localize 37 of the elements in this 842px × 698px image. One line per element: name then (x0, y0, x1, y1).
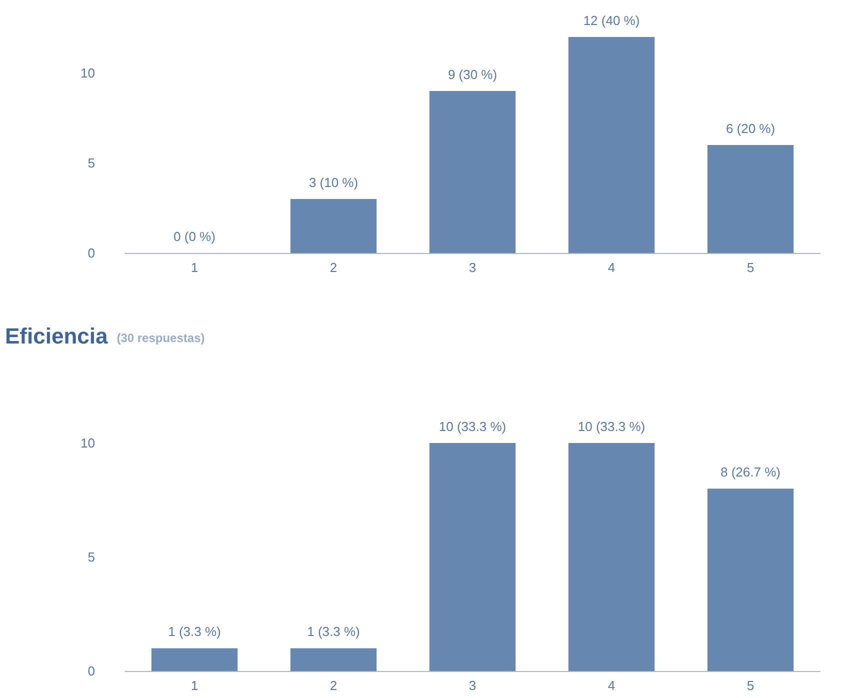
y-tick-label: 5 (88, 156, 95, 170)
bar (429, 91, 516, 253)
chart-subtitle: (30 respuestas) (116, 331, 205, 345)
bar (707, 488, 794, 671)
x-tick-label: 4 (608, 678, 616, 693)
data-label: 8 (26.7 %) (720, 464, 780, 480)
x-tick-label: 5 (746, 260, 754, 275)
bar (568, 37, 655, 253)
x-tick-label: 2 (330, 260, 338, 275)
bar (568, 443, 655, 671)
y-tick-label: 0 (88, 246, 95, 260)
y-tick-label: 5 (88, 550, 95, 564)
y-tick-label: 0 (88, 664, 95, 678)
x-tick-label: 2 (330, 678, 338, 693)
x-tick-label: 3 (468, 260, 476, 275)
y-tick-label: 10 (80, 66, 95, 80)
chart-title: Eficiencia (5, 324, 108, 348)
bar (151, 648, 238, 671)
data-label: 10 (33.3 %) (438, 419, 506, 434)
data-label: 1 (3.3 %) (307, 624, 360, 640)
bar (290, 648, 377, 671)
data-label: 3 (10 %) (308, 175, 358, 190)
data-label: 12 (40 %) (583, 13, 640, 28)
data-label: 10 (33.3 %) (578, 419, 646, 434)
x-tick-label: 4 (608, 260, 616, 275)
bar (290, 199, 377, 253)
bar (707, 145, 794, 253)
data-label: 9 (30 %) (448, 67, 498, 82)
bar (429, 443, 516, 671)
y-tick-label: 10 (80, 436, 95, 450)
x-tick-label: 1 (190, 260, 198, 275)
data-label: 1 (3.3 %) (168, 624, 221, 640)
data-label: 0 (0 %) (174, 229, 216, 244)
x-tick-label: 1 (190, 678, 198, 693)
data-label: 6 (20 %) (726, 121, 776, 136)
x-tick-label: 5 (746, 678, 754, 693)
x-tick-label: 3 (468, 678, 476, 693)
